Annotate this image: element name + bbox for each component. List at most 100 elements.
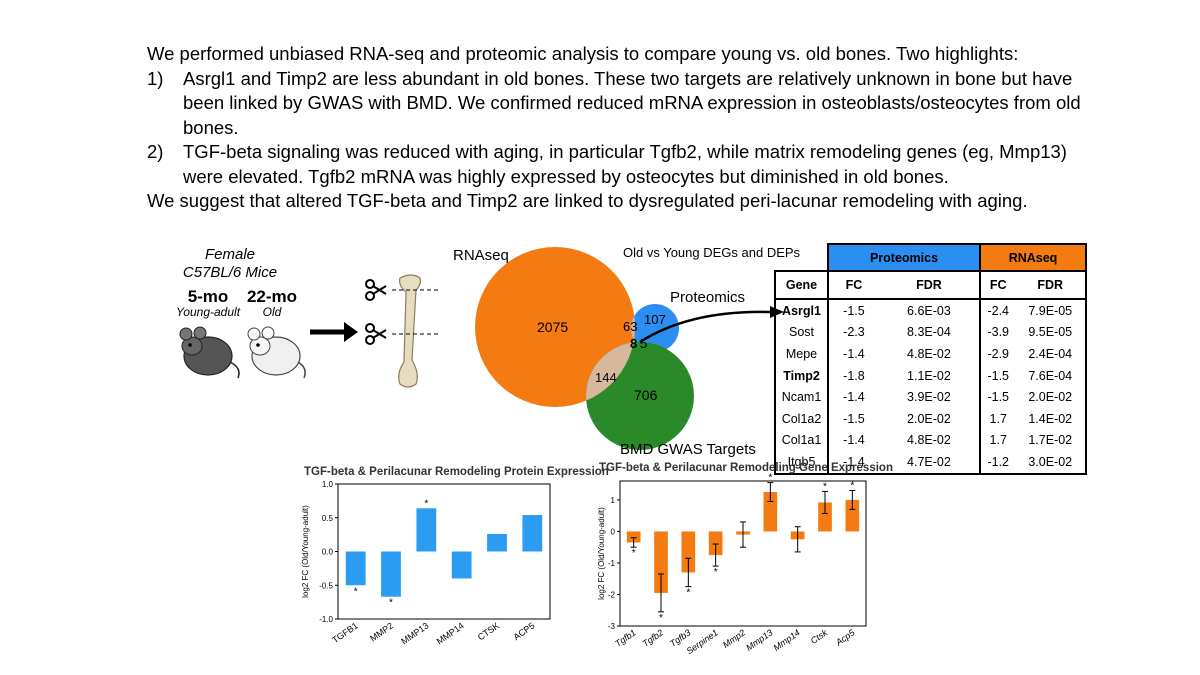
rna-fc-cell: -2.9 [978, 343, 1016, 365]
count-all-three: 8 [630, 336, 637, 351]
col-header-rna-fc: FC [978, 271, 1016, 300]
prot-fc-cell: -1.8 [827, 364, 879, 387]
rna-fc-cell: 1.7 [978, 407, 1016, 430]
rna-fdr-cell: 3.0E-02 [1015, 451, 1087, 475]
gene-cell: Sost [774, 321, 828, 344]
rna-fdr-cell: 9.5E-05 [1015, 321, 1087, 344]
prot-fc-cell: -1.4 [827, 386, 879, 408]
y-tick-label: -2 [608, 590, 616, 599]
bar [681, 531, 696, 573]
bone-dissection-illustration [365, 274, 440, 388]
count-prot-only: 107 [644, 312, 666, 327]
gene-cell: Itgb5 [774, 451, 828, 475]
highlight-2-number: 2) [147, 141, 164, 162]
rna-fdr-cell: 2.0E-02 [1015, 386, 1087, 408]
y-tick-label: 0.0 [322, 548, 334, 557]
x-tick-label: MMP13 [399, 620, 430, 646]
gene-cell: Col1a1 [774, 429, 828, 452]
young-mouse-icon [179, 326, 240, 379]
count-gwas-only: 706 [634, 387, 658, 403]
summary-conclusion: We suggest that altered TGF-beta and Tim… [147, 190, 1028, 211]
x-tick-label: Acp5 [833, 627, 857, 648]
rna-fc-cell: -1.5 [978, 386, 1016, 408]
x-tick-label: Mmp14 [771, 627, 801, 652]
gene-expression-chart: 1 0 -1 -2 -3 log2 FC (Old/Young-adult) * Tgfb1 *… [597, 473, 867, 656]
y-tick-label: 0 [611, 527, 616, 536]
old-mouse-icon [247, 326, 306, 379]
prot-fdr-cell: 3.9E-02 [907, 390, 951, 405]
mice-title-line2: C57BL/6 Mice [182, 264, 278, 281]
table-row: Asrgl1 -1.5 6.6E-03 -2.4 7.9E-05 [774, 299, 1087, 322]
x-tick-label: Mmp13 [744, 627, 774, 652]
summary-intro: We performed unbiased RNA-seq and proteo… [147, 43, 1019, 64]
protein-chart-title: TGF-beta & Perilacunar Remodeling Protei… [304, 466, 609, 478]
rna-fdr-cell: 7.6E-04 [1015, 364, 1087, 387]
rna-fc-cell: 1.7 [978, 429, 1016, 452]
count-rna-only: 2075 [537, 319, 568, 335]
gene-cell: Mepe [774, 343, 828, 365]
bar [845, 499, 860, 532]
prot-fc-cell: -2.3 [827, 321, 879, 344]
prot-fdr-cell: 4.8E-02 [907, 346, 951, 361]
col-header-rna-fdr: FDR [1015, 271, 1087, 300]
bar [487, 533, 507, 552]
protein-expression-chart: 1.0 0.5 0.0 -0.5 -1.0 log2 FC (Old/Young-adul… [301, 480, 551, 646]
plot-frame [337, 483, 551, 620]
bar [345, 551, 366, 586]
old-label: Old [262, 305, 282, 319]
highlight-1-number: 1) [147, 67, 164, 89]
prot-fdr-cell: 6.6E-03 [907, 303, 951, 318]
highlight-1-text: Asrgl1 and Timp2 are less abundant in ol… [183, 67, 1081, 138]
bar [381, 551, 401, 597]
prot-fc-cell: -1.5 [827, 299, 879, 322]
gene-chart-title: TGF-beta & Perilacunar Remodeling Gene E… [599, 462, 893, 474]
prot-fdr-cell: 4.8E-02 [907, 433, 951, 448]
significance-star: * [714, 567, 718, 578]
rna-fc-cell: -2.4 [978, 299, 1016, 322]
table-row: Sost -2.3 8.3E-04 -3.9 9.5E-05 [774, 321, 1087, 344]
bar [818, 502, 832, 532]
significance-star: * [659, 613, 663, 624]
gene-cell: Col1a2 [774, 407, 828, 430]
significance-star: * [389, 598, 393, 609]
x-tick-label: Mmp2 [721, 627, 747, 650]
rna-fdr-cell: 7.9E-05 [1015, 299, 1087, 322]
bar [522, 515, 543, 552]
scissors-icon [365, 279, 387, 301]
rnaseq-label: RNAseq [453, 247, 509, 264]
table-row: Mepe -1.4 4.8E-02 -2.9 2.4E-04 [774, 343, 1087, 365]
significance-star: * [823, 481, 827, 492]
rnaseq-group-header: RNAseq [979, 243, 1087, 272]
bar [451, 551, 472, 579]
table-row: Itgb5 -1.4 4.7E-02 -1.2 3.0E-02 [774, 451, 1087, 475]
y-axis-label: log2 FC (Old/Young-adult) [301, 505, 310, 598]
significance-star: * [768, 473, 772, 484]
bar [416, 508, 437, 552]
prot-fdr-cell: 4.7E-02 [878, 451, 980, 475]
degs-table-body: Asrgl1 -1.5 6.6E-03 -2.4 7.9E-05 Sost -2.3 8.3E… [774, 299, 1087, 475]
col-header-gene: Gene [774, 270, 828, 300]
significance-star: * [686, 588, 690, 599]
x-tick-label: CTSK [476, 620, 501, 642]
summary-text: We performed unbiased RNA-seq and proteo… [147, 42, 1107, 214]
y-tick-label: -1 [608, 559, 616, 568]
femur-bone-icon [398, 274, 422, 388]
table-row: Ncam1 -1.4 3.9E-02 -1.5 2.0E-02 [774, 386, 1087, 408]
rna-fc-cell: -1.5 [978, 364, 1016, 387]
prot-fc-cell: -1.5 [827, 407, 879, 430]
y-tick-label: 0.5 [322, 514, 334, 523]
x-tick-label: TGFB1 [330, 620, 360, 645]
count-prot-gwas: 5 [640, 336, 647, 351]
y-axis-label: log2 FC (Old/Young-adult) [597, 507, 606, 600]
degs-table-title: Old vs Young DEGs and DEPs [623, 245, 801, 260]
rna-gwas-overlap [586, 342, 635, 407]
significance-star: * [424, 498, 428, 509]
young-age: 5-mo [187, 287, 229, 306]
y-tick-label: 1.0 [322, 480, 334, 489]
prot-fc-cell: -1.4 [827, 429, 879, 452]
rna-fc-cell: -1.2 [978, 451, 1016, 475]
old-age: 22-mo [246, 287, 298, 306]
proteomics-group-header: Proteomics [827, 243, 981, 272]
table-row: Timp2 -1.8 1.1E-02 -1.5 7.6E-04 [774, 364, 1087, 387]
x-tick-label: MMP2 [368, 620, 395, 643]
